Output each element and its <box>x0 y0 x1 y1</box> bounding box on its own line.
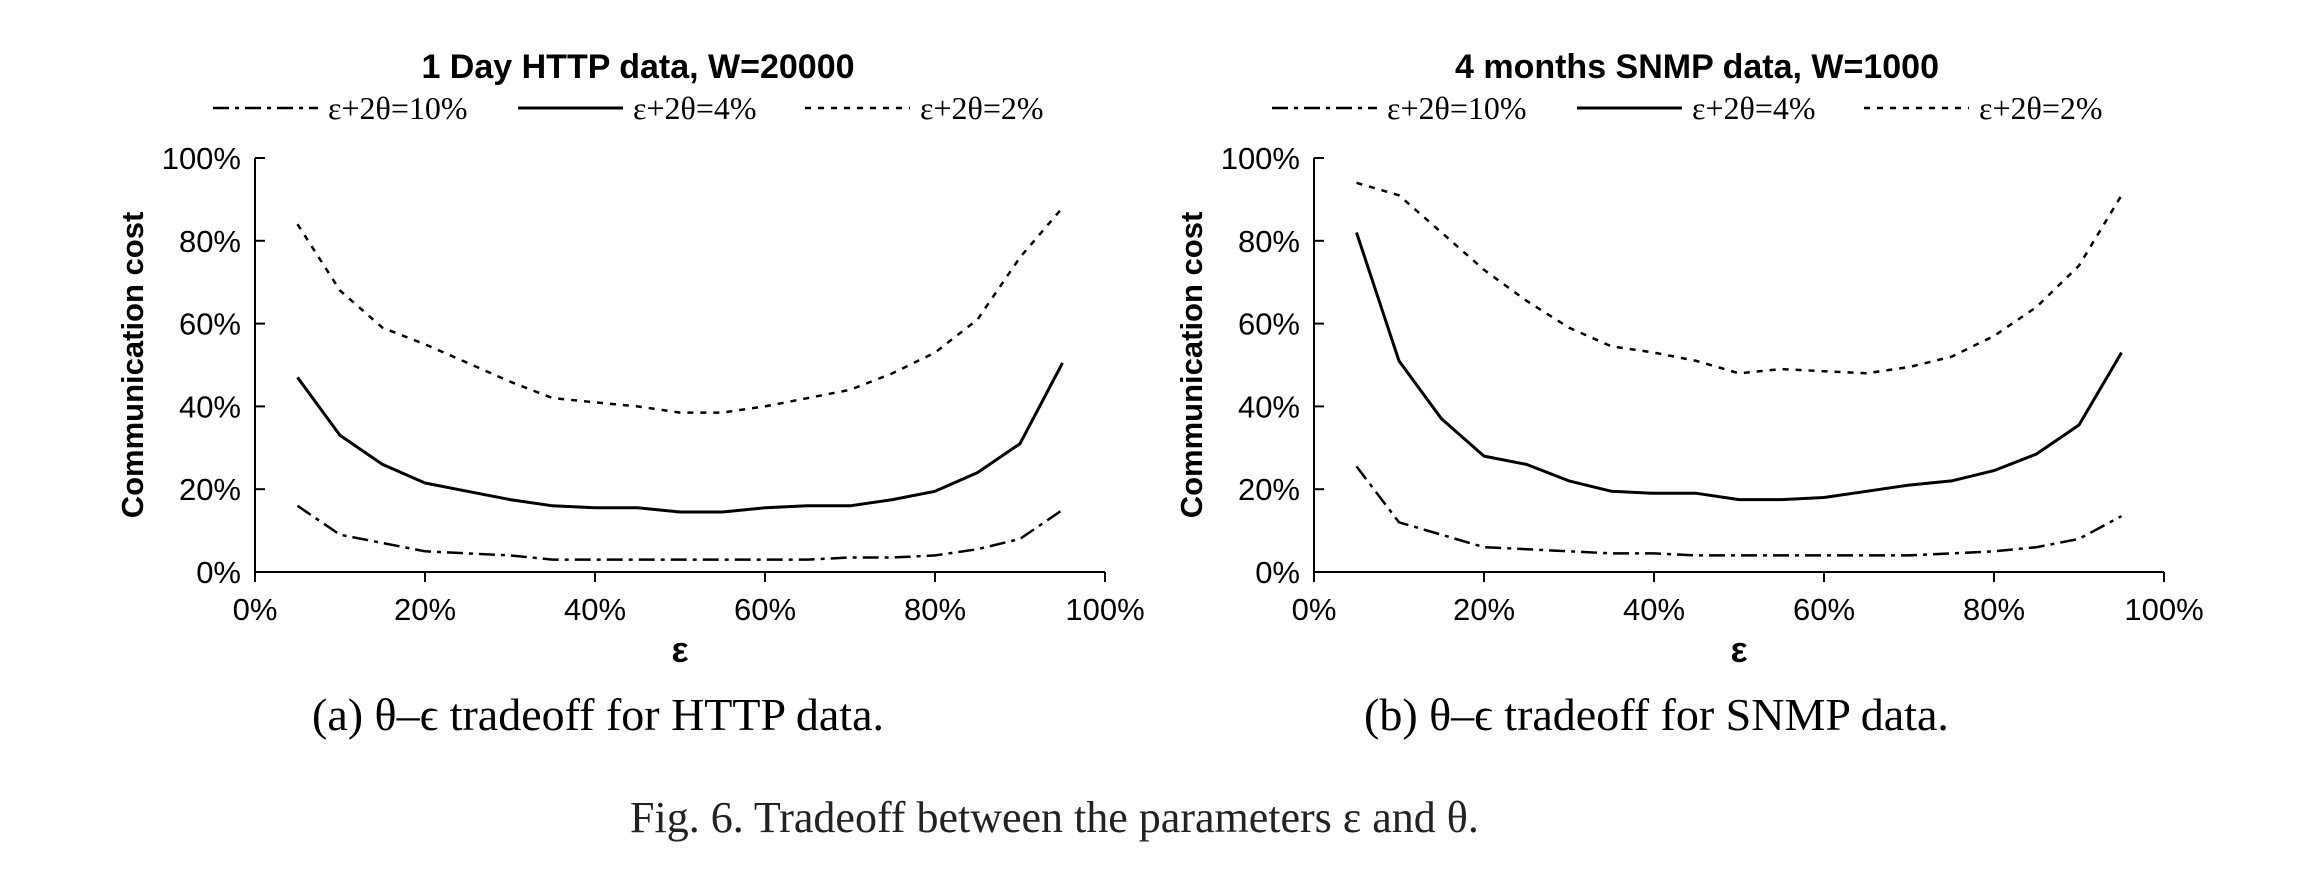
y-tick-label: 20% <box>1238 472 1300 507</box>
y-tick-label: 0% <box>1255 555 1300 590</box>
legend-label-0: ε+2θ=10% <box>328 90 468 126</box>
x-axis-label: ε <box>671 629 688 670</box>
series-line-2 <box>1356 181 2123 375</box>
x-tick-label: 40% <box>564 592 626 627</box>
x-tick-label: 60% <box>734 592 796 627</box>
series-line-0 <box>296 504 1064 561</box>
y-tick-label: 20% <box>179 472 241 507</box>
y-tick-label: 60% <box>179 307 241 342</box>
x-tick-label: 20% <box>1453 592 1515 627</box>
x-tick-label: 60% <box>1793 592 1855 627</box>
chart-title: 4 months SNMP data, W=1000 <box>1455 48 1939 86</box>
x-tick-label: 100% <box>1065 592 1144 627</box>
x-axis-label: ε <box>1730 629 1747 670</box>
legend-label-2: ε+2θ=2% <box>1979 90 2103 126</box>
subcaption-a: (a) θ–ϵ tradeoff for HTTP data. <box>312 689 884 740</box>
x-tick-label: 0% <box>233 592 278 627</box>
legend-label-2: ε+2θ=2% <box>920 90 1044 126</box>
legend-label-1: ε+2θ=4% <box>633 90 757 126</box>
y-axis-label: Communication cost <box>1174 212 1209 519</box>
series-line-2 <box>296 206 1064 414</box>
y-tick-label: 100% <box>1221 141 1300 176</box>
y-tick-label: 80% <box>179 224 241 259</box>
chart-title: 1 Day HTTP data, W=20000 <box>421 48 854 86</box>
legend-label-1: ε+2θ=4% <box>1692 90 1816 126</box>
x-tick-label: 100% <box>2124 592 2203 627</box>
series-line-1 <box>296 362 1064 514</box>
y-tick-label: 40% <box>1238 389 1300 424</box>
y-tick-label: 100% <box>162 141 241 176</box>
x-tick-label: 80% <box>904 592 966 627</box>
subcaption-b: (b) θ–ϵ tradeoff for SNMP data. <box>1364 689 1949 740</box>
x-tick-label: 20% <box>394 592 456 627</box>
chart-snmp: 4 months SNMP data, W=1000 ε+2θ=10% ε+2θ=4… <box>1174 48 2204 670</box>
y-axis-label: Communication cost <box>115 212 150 519</box>
chart-http: 1 Day HTTP data, W=20000 ε+2θ=10% ε+2θ=4% ε… <box>115 48 1145 670</box>
x-tick-label: 0% <box>1292 592 1337 627</box>
y-tick-label: 0% <box>196 555 241 590</box>
figure-caption: Fig. 6. Tradeoff between the parameters … <box>630 793 1479 842</box>
y-tick-label: 80% <box>1238 224 1300 259</box>
legend-label-0: ε+2θ=10% <box>1387 90 1527 126</box>
series-line-0 <box>1355 465 2123 557</box>
x-tick-label: 80% <box>1963 592 2025 627</box>
y-tick-label: 60% <box>1238 307 1300 342</box>
series-line-1 <box>1355 232 2123 502</box>
x-tick-label: 40% <box>1623 592 1685 627</box>
y-tick-label: 40% <box>179 389 241 424</box>
